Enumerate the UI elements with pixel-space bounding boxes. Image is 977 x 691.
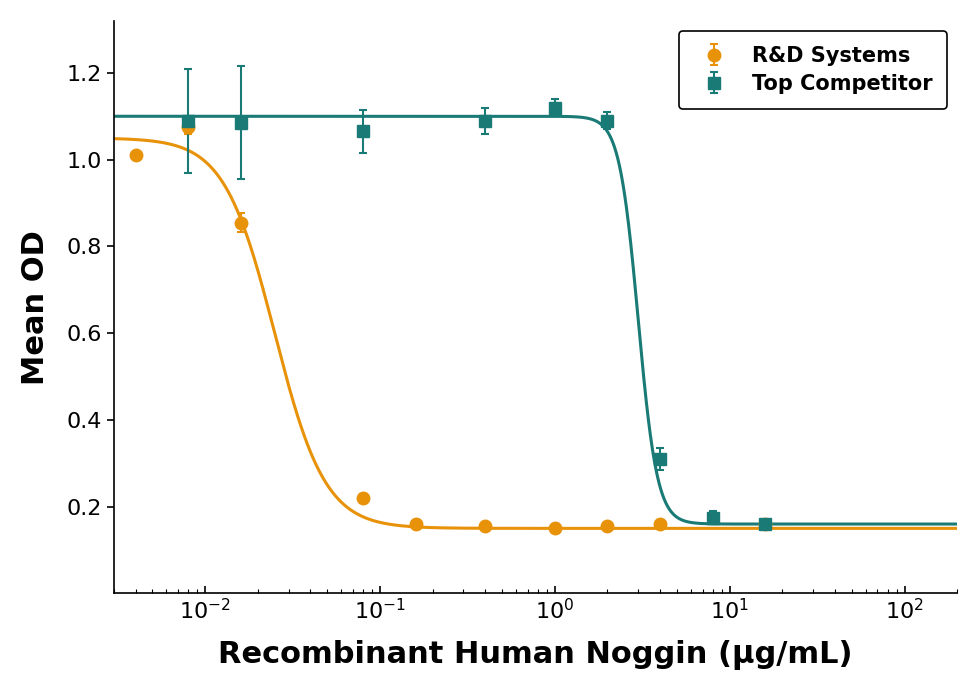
Y-axis label: Mean OD: Mean OD [21, 229, 50, 385]
X-axis label: Recombinant Human Noggin (μg/mL): Recombinant Human Noggin (μg/mL) [218, 640, 852, 670]
Legend: R&D Systems, Top Competitor: R&D Systems, Top Competitor [678, 31, 946, 108]
